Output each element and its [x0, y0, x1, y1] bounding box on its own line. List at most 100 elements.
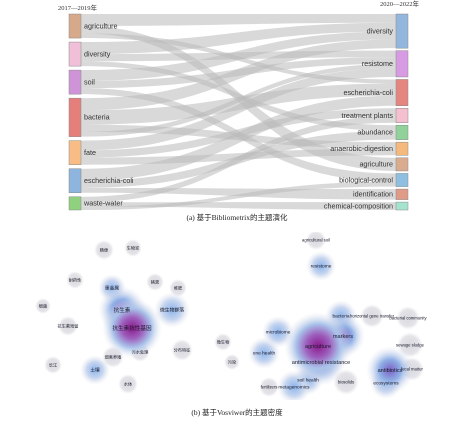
right-topic-label: biological-control [339, 175, 393, 184]
density-node-label: microbiome [266, 330, 291, 336]
density-node-label: 微生物群落 [160, 307, 184, 314]
density-blob [44, 356, 62, 374]
density-node-label: agricultural soil [302, 237, 330, 242]
theme-density-panel: 抗生素抗性基因 抗生素 微生物群落 重金属 土壤 粞便 生物炭 猪粪 堆肥 污水处理 畑禽养殖 耐药性… [0, 230, 474, 404]
density-node-label: one health [253, 351, 276, 357]
right-topic-node [395, 201, 409, 211]
right-topic-column: diversity resistome escherichia-coli treatm… [324, 13, 409, 211]
density-node-label: fertilizers [261, 384, 278, 389]
density-blob [94, 240, 114, 260]
flow-band [81, 31, 396, 81]
left-topic-node [68, 196, 82, 211]
density-blob [102, 298, 162, 358]
flow-band [81, 39, 396, 111]
density-node-label: 长江 [49, 361, 57, 368]
density-node-label: sewage sludge [396, 342, 425, 347]
density-blobs [35, 230, 424, 404]
density-blob [277, 370, 311, 404]
density-blob [214, 333, 232, 351]
density-node-label: 猪粪 [151, 278, 159, 285]
left-topic-node [68, 97, 82, 137]
density-node-label: 微生物 [217, 338, 230, 345]
flow-band [81, 95, 396, 181]
right-topic-label: agriculture [359, 160, 393, 169]
left-topic-node [68, 69, 82, 95]
density-blob [80, 355, 110, 385]
density-node-label: 重金属 [105, 285, 120, 292]
flow-band [81, 14, 396, 27]
density-node-label: bacteria [332, 314, 349, 320]
density-node-label: metagenomics [278, 385, 310, 391]
density-node-label: 抗生素残留 [58, 322, 79, 329]
density-node-label: markers [333, 334, 353, 340]
density-blob [146, 273, 164, 291]
density-node-label: ecosystems [373, 381, 399, 387]
density-blob [366, 346, 414, 394]
density-blob [154, 292, 190, 328]
density-node-label: antimicrobial resistance [292, 360, 350, 366]
right-topic-label: treatment plants [341, 111, 393, 120]
density-blob [360, 304, 384, 328]
density-node-label: biosolids [338, 379, 354, 384]
flow-band [81, 181, 396, 210]
right-topic-label: identification [353, 190, 393, 199]
density-node-label: 抗生素 [114, 306, 131, 314]
flow-band [81, 68, 396, 151]
panel-b-caption: (b) 基于Vosviwer的主题密度 [191, 408, 283, 417]
density-node-label: bacterial community [389, 315, 427, 320]
density-blob [259, 377, 279, 397]
right-topic-label: abundance [357, 128, 393, 137]
left-topic-label: bacteria [84, 113, 110, 122]
left-topic-label: fate [84, 148, 96, 157]
density-node-label: 污水处理 [132, 348, 150, 355]
density-blob [66, 271, 84, 289]
left-topic-column: agriculture diversity soil bacteria fate esch… [68, 13, 134, 211]
left-topic-node [68, 13, 82, 39]
left-topic-label: waste-water [83, 199, 123, 208]
right-topic-node [395, 50, 409, 78]
flow-band [81, 83, 396, 125]
density-blob [118, 374, 138, 394]
density-node-label: resistome [311, 264, 332, 270]
right-topic-node [395, 141, 409, 156]
density-node-label: 土壤 [90, 367, 100, 374]
density-blob [124, 239, 142, 257]
density-blob [171, 339, 193, 361]
right-topic-node [395, 157, 409, 172]
theme-evolution-sankey: 2017—2019年 2020—2022年 agriculturediversi… [58, 0, 420, 211]
flow-band [81, 63, 396, 137]
density-blob [35, 298, 51, 314]
right-topic-node [395, 124, 409, 140]
density-node-label: soil health [297, 378, 319, 384]
density-node-label: horizontal gene transfer [350, 313, 395, 318]
flow-bands [81, 14, 396, 210]
density-blob [396, 306, 420, 330]
flow-band [81, 116, 396, 203]
density-node-label: 堆肥 [174, 284, 183, 291]
left-topic-label: escherichia-coli [84, 176, 134, 185]
density-node-label: 畑禽养殖 [105, 353, 122, 360]
density-node-label: 水体 [124, 380, 133, 387]
density-node-label: 耐药性 [69, 276, 82, 283]
density-node-label: 抗生素抗性基因 [112, 324, 152, 332]
right-topic-label: diversity [367, 26, 394, 35]
flow-band [81, 61, 396, 131]
left-period-label: 2017—2019年 [58, 3, 98, 12]
right-topic-node [395, 188, 409, 200]
density-node-label: fecal matter [401, 366, 423, 371]
theme-evolution-panel: 2017—2019年 2020—2022年 agriculture diversi… [58, 0, 420, 211]
density-blob [224, 354, 240, 370]
left-topic-node [68, 168, 82, 194]
density-node-label: agriculture [305, 344, 331, 350]
density-node-label: 细菌 [39, 302, 47, 309]
density-blob [306, 230, 326, 250]
density-blob [306, 251, 336, 281]
density-node-label: 污染 [228, 358, 237, 365]
left-topic-node [68, 140, 82, 165]
right-topic-label: resistome [362, 59, 393, 68]
density-node-label: antibiotics [378, 368, 403, 374]
density-node-label: 分布特征 [174, 346, 192, 353]
right-topic-label: chemical-composition [324, 201, 393, 210]
